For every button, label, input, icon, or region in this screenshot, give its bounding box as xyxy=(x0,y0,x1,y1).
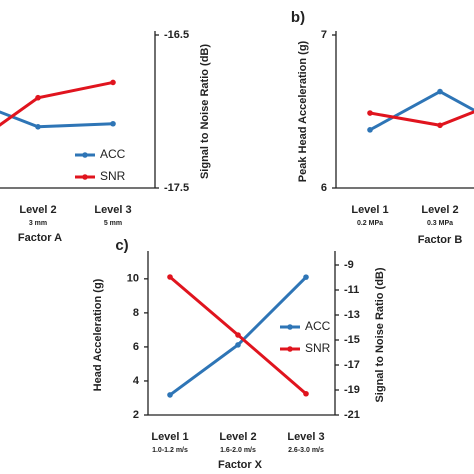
data-point xyxy=(167,392,173,398)
data-point xyxy=(437,122,443,129)
y2-axis-label: Signal to Noise Ratio (dB) xyxy=(374,267,386,402)
y2-tick-label: -15 xyxy=(344,334,360,346)
y2-tick-label: -16.5 xyxy=(164,29,189,41)
panel-label: c) xyxy=(115,237,128,254)
y-tick-label: 2 xyxy=(133,409,139,421)
x-tick-label: Level 2 xyxy=(19,204,56,216)
data-point xyxy=(35,124,41,130)
y-axis-label: Peak Head Acceleration (g) xyxy=(297,40,309,182)
data-point xyxy=(367,110,373,116)
x-tick-note: 5 mm xyxy=(104,220,122,227)
legend-marker xyxy=(287,324,293,330)
y-tick-label: 6 xyxy=(321,182,327,194)
legend-label: SNR xyxy=(305,341,331,355)
data-point xyxy=(235,332,241,338)
legend-label: ACC xyxy=(305,319,331,333)
legend-label: ACC xyxy=(100,147,126,161)
legend-marker xyxy=(82,152,88,158)
legend-label: SNR xyxy=(100,169,126,183)
data-point xyxy=(303,390,309,397)
y-tick-label: 8 xyxy=(133,307,139,319)
legend-marker xyxy=(287,346,293,352)
y2-tick-label: -13 xyxy=(344,309,360,321)
data-point xyxy=(167,274,173,280)
y2-tick-label: -11 xyxy=(344,284,359,296)
y-tick-label: 10 xyxy=(127,273,139,285)
x-tick-note: 0.3 MPa xyxy=(427,220,453,227)
y2-tick-label: -9 xyxy=(344,259,354,271)
data-point xyxy=(110,120,116,127)
x-tick-label: Level 3 xyxy=(287,431,324,443)
y2-axis-label: Signal to Noise Ratio (dB) xyxy=(199,44,211,179)
x-axis-label: Factor B xyxy=(418,234,463,246)
x-tick-note: 2.6-3.0 m/s xyxy=(288,447,324,454)
y2-tick-label: -19 xyxy=(344,384,360,396)
y-tick-label: 6 xyxy=(133,341,139,353)
series-line xyxy=(369,89,474,132)
y2-tick-label: -17.5 xyxy=(164,182,189,194)
x-tick-label: Level 2 xyxy=(421,204,458,216)
data-point xyxy=(235,342,241,348)
x-tick-note: 1.6-2.0 m/s xyxy=(220,447,256,454)
data-point xyxy=(367,127,373,133)
x-axis-label: Factor X xyxy=(218,459,263,471)
y2-tick-label: -17 xyxy=(344,359,360,371)
data-point xyxy=(437,88,443,95)
x-tick-label: Level 1 xyxy=(151,431,188,443)
x-tick-label: Level 1 xyxy=(351,204,388,216)
y-axis-label: Head Acceleration (g) xyxy=(92,278,104,391)
data-point xyxy=(35,94,41,101)
x-tick-note: 0.2 MPa xyxy=(357,220,383,227)
x-tick-note: 1.0-1.2 m/s xyxy=(152,447,188,454)
y-tick-label: 4 xyxy=(133,375,140,387)
data-point xyxy=(303,274,309,280)
x-axis-label: Factor A xyxy=(18,232,62,244)
series-line xyxy=(0,80,114,127)
data-point xyxy=(110,79,116,86)
y-tick-label: 7 xyxy=(321,29,327,41)
panel-label: b) xyxy=(291,9,305,26)
x-tick-note: 3 mm xyxy=(29,220,47,227)
y2-tick-label: -21 xyxy=(344,409,360,421)
x-tick-label: Level 3 xyxy=(94,204,131,216)
x-tick-label: Level 2 xyxy=(219,431,256,443)
legend-marker xyxy=(82,174,88,180)
